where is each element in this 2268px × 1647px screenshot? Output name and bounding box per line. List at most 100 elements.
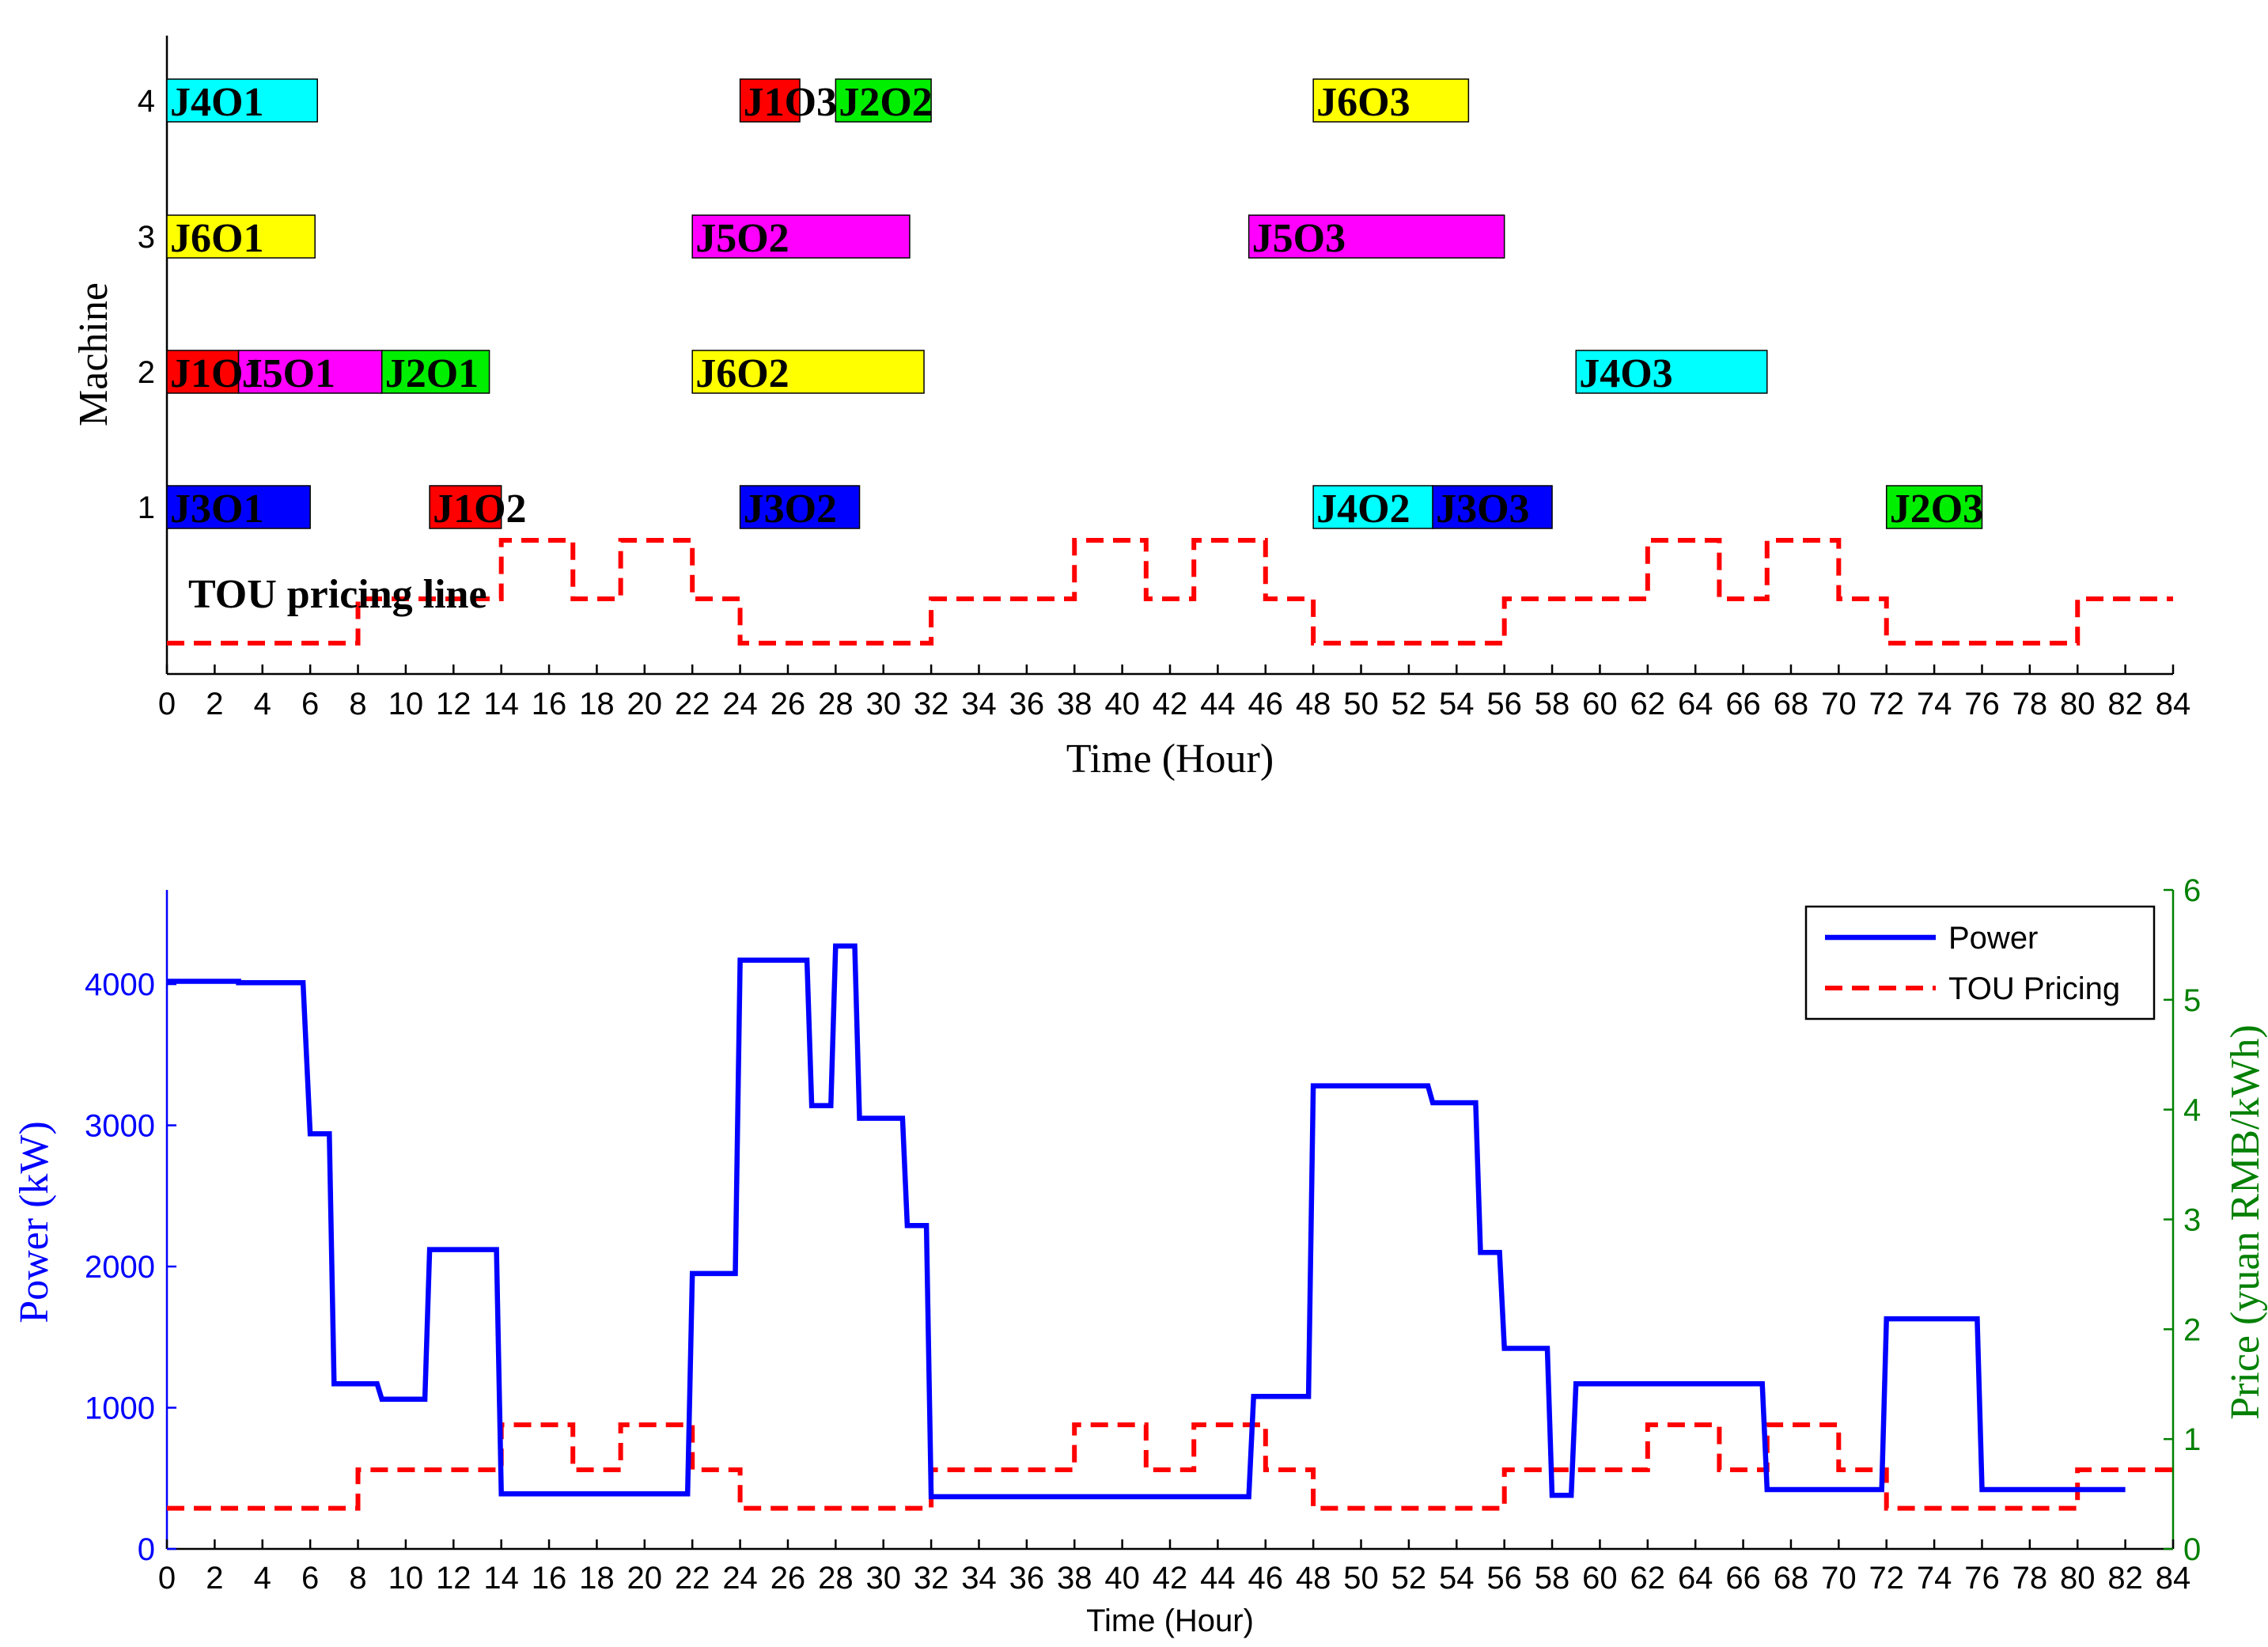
power-x-axis-title: Time (Hour): [1086, 1603, 1254, 1638]
price-right-tick-label: 6: [2183, 873, 2201, 908]
power-x-tick-label: 10: [388, 1561, 424, 1596]
power-left-ticks: 0 1000 2000 3000 4000: [85, 967, 176, 1567]
gantt-x-tick-label: 18: [579, 687, 615, 721]
gantt-x-tick-label: 64: [1678, 687, 1713, 721]
gantt-bar-label-j5o3: J5O3: [1252, 216, 1346, 261]
power-x-tick-label: 30: [865, 1561, 901, 1596]
gantt-bar-j6o2: [691, 350, 925, 394]
power-left-tick-label: 3000: [85, 1109, 155, 1144]
power-left-tick-label: 2000: [85, 1250, 155, 1285]
gantt-x-tick-label: 8: [349, 687, 366, 721]
gantt-bar-label-j4o3: J4O3: [1579, 351, 1672, 396]
gantt-x-tick-label: 60: [1582, 687, 1618, 721]
gantt-bar-j3o1: [166, 485, 311, 529]
gantt-x-tick-label: 76: [1964, 687, 2000, 721]
price-right-tick-label: 1: [2183, 1422, 2201, 1457]
gantt-y-axis-title: Machine: [71, 282, 116, 426]
gantt-y-tick-label: 2: [138, 355, 155, 390]
power-x-tick-label: 80: [2060, 1561, 2096, 1596]
gantt-x-tick-label: 36: [1009, 687, 1045, 721]
power-x-tick-label: 38: [1057, 1561, 1092, 1596]
gantt-x-tick-label: 62: [1630, 687, 1666, 721]
gantt-bar-j5o1: [237, 350, 383, 394]
gantt-x-tick-label: 30: [865, 687, 901, 721]
power-x-tick-label: 36: [1009, 1561, 1045, 1596]
gantt-bar-j5o2: [691, 214, 911, 259]
gantt-y-tick-label: 1: [138, 490, 155, 525]
power-x-tick-label: 0: [158, 1561, 176, 1596]
price-right-tick-label: 3: [2183, 1203, 2201, 1238]
gantt-x-tick-label: 70: [1821, 687, 1857, 721]
gantt-x-tick-label: 6: [301, 687, 319, 721]
power-x-tick-label: 78: [2012, 1561, 2048, 1596]
gantt-x-tick-label: 22: [675, 687, 710, 721]
gantt-bar-label-j1o3: J1O3: [744, 80, 837, 125]
gantt-x-tick-label: 58: [1535, 687, 1570, 721]
gantt-x-tick-label: 50: [1343, 687, 1379, 721]
gantt-bar-j1o2: [429, 485, 502, 529]
gantt-bar-j3o2: [739, 485, 861, 529]
gantt-bar-label-j4o1: J4O1: [170, 80, 263, 125]
power-left-tick-label: 0: [138, 1532, 155, 1567]
gantt-x-tick-label: 34: [961, 687, 997, 721]
power-x-tick-label: 34: [961, 1561, 997, 1596]
gantt-bar-label-j1o1: J1O1: [170, 351, 263, 396]
power-x-tick-label: 28: [818, 1561, 854, 1596]
power-x-tick-label: 54: [1439, 1561, 1475, 1596]
gantt-y-ticks: 1 2 3 4: [138, 84, 176, 525]
power-x-tick-label: 68: [1774, 1561, 1809, 1596]
gantt-bar-label-j1o2: J1O2: [433, 487, 526, 532]
gantt-x-tick-label: 82: [2107, 687, 2143, 721]
gantt-x-tick-label: 80: [2060, 687, 2096, 721]
price-right-tick-label: 0: [2183, 1532, 2201, 1567]
gantt-bar-j6o1: [166, 214, 316, 259]
gantt-x-tick-label: 0: [158, 687, 176, 721]
gantt-x-tick-label: 78: [2012, 687, 2048, 721]
legend-power-label: Power: [1948, 921, 2038, 956]
power-x-tick-label: 66: [1725, 1561, 1761, 1596]
power-left-tick-label: 1000: [85, 1391, 155, 1426]
gantt-x-tick-label: 26: [771, 687, 806, 721]
power-x-tick-label: 56: [1486, 1561, 1522, 1596]
gantt-x-tick-label: 42: [1153, 687, 1188, 721]
gantt-x-tick-label: 24: [722, 687, 758, 721]
power-x-tick-label: 44: [1200, 1561, 1236, 1596]
gantt-x-tick-label: 4: [254, 687, 271, 721]
gantt-bar-j5o3: [1248, 214, 1505, 259]
gantt-bar-label-j2o1: J2O1: [385, 351, 479, 396]
power-x-tick-label: 58: [1535, 1561, 1570, 1596]
gantt-bar-j1o3: [739, 78, 801, 123]
power-x-tick-label: 20: [627, 1561, 663, 1596]
gantt-x-tick-label: 38: [1057, 687, 1092, 721]
gantt-y-tick-label: 3: [138, 220, 155, 255]
gantt-x-tick-label: 12: [436, 687, 471, 721]
power-x-tick-label: 2: [206, 1561, 223, 1596]
power-x-tick-label: 16: [532, 1561, 567, 1596]
gantt-y-tick-label: 4: [138, 84, 155, 119]
power-x-tick-label: 76: [1964, 1561, 2000, 1596]
power-x-tick-label: 62: [1630, 1561, 1666, 1596]
gantt-x-tick-label: 2: [206, 687, 223, 721]
gantt-x-tick-label: 16: [532, 687, 567, 721]
power-series: [167, 943, 2126, 1500]
power-x-tick-label: 48: [1296, 1561, 1331, 1596]
gantt-x-tick-label: 56: [1486, 687, 1522, 721]
power-x-tick-label: 70: [1821, 1561, 1857, 1596]
gantt-x-tick-label: 74: [1917, 687, 1952, 721]
tou-pricing-series: [167, 1422, 2173, 1511]
power-x-tick-label: 8: [349, 1561, 366, 1596]
gantt-bar-j2o3: [1885, 485, 1983, 529]
gantt-x-axis-title: Time (Hour): [1066, 736, 1274, 782]
gantt-x-tick-label: 40: [1104, 687, 1140, 721]
power-x-tick-label: 60: [1582, 1561, 1618, 1596]
legend: Power TOU Pricing: [1804, 905, 2156, 1020]
power-x-tick-label: 42: [1153, 1561, 1188, 1596]
gantt-bar-label-j6o2: J6O2: [695, 351, 789, 396]
power-x-tick-label: 14: [483, 1561, 519, 1596]
gantt-bar-j2o2: [835, 78, 932, 123]
gantt-tou-path: [167, 538, 2173, 646]
gantt-bar-label-j3o3: J3O3: [1436, 487, 1529, 532]
price-right-tick-label: 4: [2183, 1093, 2201, 1128]
